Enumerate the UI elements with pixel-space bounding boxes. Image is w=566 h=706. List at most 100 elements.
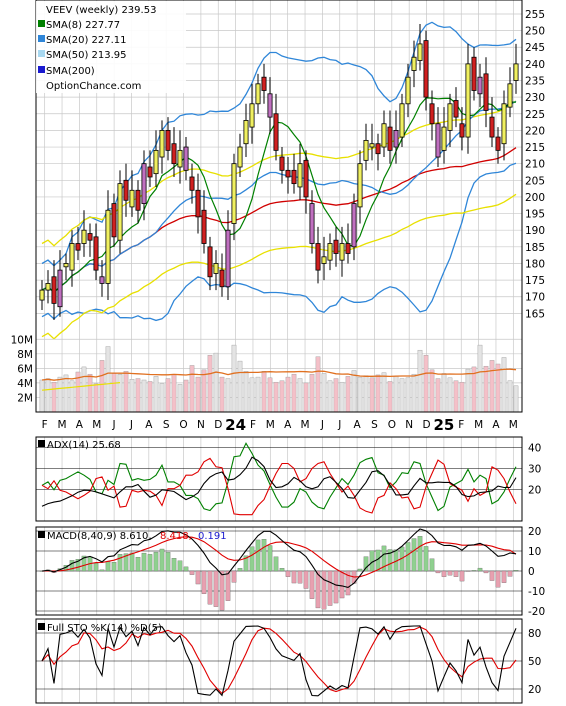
macd-hist-bar <box>507 570 513 577</box>
candle <box>513 43 519 94</box>
macd-hist-bar <box>135 556 141 572</box>
candle <box>501 90 507 161</box>
macd-hist-bar <box>75 559 81 572</box>
legend-swatch-sma8 <box>38 20 45 27</box>
volume-bar <box>57 376 63 413</box>
candle <box>441 107 447 164</box>
macd-hist-bar <box>333 570 339 604</box>
legend-swatch-sma200 <box>38 66 45 73</box>
candle <box>195 173 201 234</box>
sto-k-line <box>41 625 517 697</box>
macd-title: MACD(8,40,9) 8.610, <box>47 531 152 542</box>
volume-bar <box>189 365 195 413</box>
month-label: M <box>474 419 483 431</box>
macd-hist-bar <box>183 566 189 572</box>
candle <box>327 233 333 271</box>
macd-hist-bar <box>477 567 483 572</box>
volume-bar <box>345 376 351 413</box>
candle <box>255 73 261 114</box>
candle <box>39 280 45 311</box>
sto-title: Full STO %K(14) %D(5) <box>47 623 162 634</box>
price-tick-label: 175 <box>525 275 545 287</box>
volume-bar <box>159 383 165 413</box>
macd-hist-bar <box>471 570 477 572</box>
volume-bars <box>39 344 519 413</box>
volume-bar <box>483 365 489 413</box>
month-label: F <box>42 419 48 431</box>
candle <box>267 77 273 134</box>
macd-hist-bar <box>339 570 345 599</box>
candle <box>423 30 429 111</box>
candle <box>483 57 489 128</box>
macd-hist-bar <box>201 570 207 594</box>
volume-bar <box>321 373 327 413</box>
macd-hist-value: 0.191 <box>198 531 227 542</box>
candle <box>405 63 411 118</box>
candle <box>309 190 315 254</box>
macd-hist-bar <box>411 538 417 572</box>
macd-hist-bar <box>219 570 225 611</box>
volume-bar <box>315 356 321 413</box>
volume-tick-label: 8M <box>17 349 33 361</box>
candle <box>213 250 219 291</box>
month-label: N <box>197 419 205 431</box>
macd-hist-bar <box>297 570 303 584</box>
symbol-label: VEEV (weekly) 239.53 <box>46 5 156 16</box>
macd-hist-bar <box>453 570 459 577</box>
macd-hist-bar <box>141 552 147 572</box>
legend-swatch-sma50 <box>38 50 45 57</box>
volume-bar <box>249 377 255 413</box>
volume-bar <box>51 381 57 413</box>
macd-hist-bar <box>273 556 279 572</box>
macd-hist-bar <box>405 542 411 572</box>
candlestick-series <box>39 23 519 321</box>
volume-bar <box>507 380 513 413</box>
volume-bar <box>309 373 315 413</box>
macd-hist-bar <box>237 568 243 572</box>
candle <box>429 90 435 141</box>
candle <box>447 93 453 148</box>
volume-bar <box>105 346 111 413</box>
month-label: F <box>458 419 464 431</box>
candle <box>105 190 111 301</box>
price-tick-label: 255 <box>525 9 545 21</box>
indicator-tick-label: 20 <box>528 485 541 497</box>
indicator-tick-label: 20 <box>528 526 541 538</box>
candle <box>51 260 57 321</box>
candle <box>333 226 339 267</box>
candle <box>273 93 279 161</box>
indicator-tick-label: 10 <box>528 546 541 558</box>
month-label: J <box>112 419 116 431</box>
macd-hist-bar <box>459 570 465 582</box>
envelope-lower <box>41 193 517 340</box>
month-label: M <box>92 419 101 431</box>
macd-hist-bar <box>189 570 195 575</box>
macd-hist-bar <box>447 570 453 576</box>
macd-hist-bar <box>513 570 519 572</box>
candle <box>111 193 117 247</box>
volume-bar <box>501 357 507 413</box>
month-label: A <box>354 419 362 431</box>
volume-bar <box>459 381 465 413</box>
candle <box>453 87 459 128</box>
candle <box>81 210 87 257</box>
volume-bar <box>369 377 375 413</box>
volume-lead-line <box>41 382 121 391</box>
volume-bar <box>81 366 87 413</box>
macd-hist-bar <box>483 570 489 574</box>
macd-hist-bar <box>291 570 297 584</box>
macd-hist-bar <box>441 570 447 577</box>
month-label: O <box>179 419 187 431</box>
volume-bar <box>135 378 141 413</box>
month-label: A <box>145 419 153 431</box>
macd-hist-bar <box>465 570 471 572</box>
candle <box>393 110 399 164</box>
macd-hist-bar <box>279 568 285 572</box>
macd-hist-bar <box>327 570 333 606</box>
candle <box>183 137 189 181</box>
adx-line <box>41 456 517 507</box>
volume-bar <box>207 355 213 413</box>
macd-hist-bar <box>207 570 213 605</box>
candle <box>345 223 351 264</box>
volume-tick-label: 6M <box>17 363 33 375</box>
